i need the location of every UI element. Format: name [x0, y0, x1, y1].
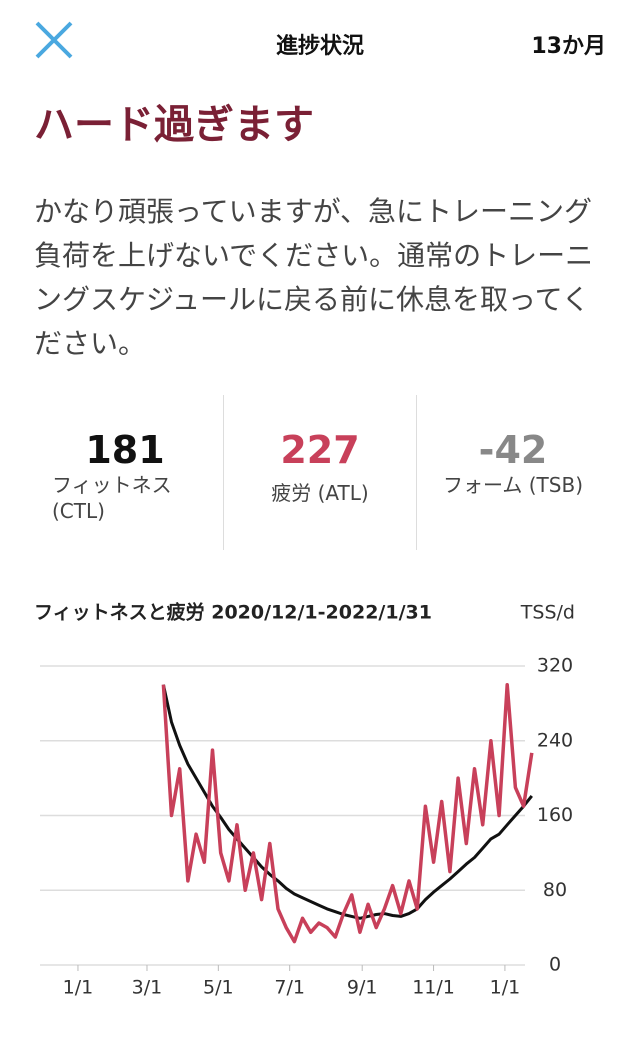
y-tick-label: 0 [549, 954, 561, 976]
series-line [161, 682, 534, 944]
y-tick-label: 160 [537, 804, 573, 826]
status-message: かなり頑張っていますが、急にトレーニング負荷を上げないでください。通常のトレーニ… [34, 195, 594, 360]
stat-tsb: -42 フォーム (TSB) [418, 428, 608, 498]
stat-atl: 227 疲労 (ATL) [225, 428, 415, 506]
stat-value: 227 [280, 428, 360, 472]
y-axis-label: TSS/d [520, 602, 575, 624]
close-button[interactable] [34, 20, 74, 60]
x-tick-label: 9/1 [347, 977, 378, 999]
series-line [161, 684, 533, 920]
x-tick-label: 5/1 [203, 977, 234, 999]
x-tick-label: 7/1 [274, 977, 305, 999]
stat-value: 181 [85, 428, 165, 472]
period-selector[interactable]: 13か月 [531, 34, 606, 59]
x-tick-label: 11/1 [412, 977, 455, 999]
divider [416, 395, 417, 550]
y-tick-label: 240 [537, 729, 573, 751]
stat-label: フォーム (TSB) [443, 473, 583, 497]
divider [223, 395, 224, 550]
y-tick-label: 80 [543, 879, 567, 901]
stat-label: フィットネス [52, 473, 172, 497]
stat-label: 疲労 (ATL) [271, 481, 369, 505]
stat-ctl: 181 フィットネス (CTL) [30, 428, 220, 524]
x-tick-label: 3/1 [132, 977, 163, 999]
chart: フィットネスと疲労 2020/12/1-2022/1/31 TSS/d 0 80 1… [34, 601, 575, 999]
status-title: ハード過ぎます [34, 102, 314, 148]
y-tick-label: 320 [537, 655, 573, 677]
header-title: 進捗状況 [275, 34, 364, 59]
x-tick-label: 1/1 [490, 977, 521, 999]
stat-value: -42 [478, 428, 548, 472]
stat-sublabel: (CTL) [52, 499, 105, 523]
chart-title: フィットネスと疲労 2020/12/1-2022/1/31 [34, 601, 432, 624]
x-tick-label: 1/1 [63, 977, 94, 999]
